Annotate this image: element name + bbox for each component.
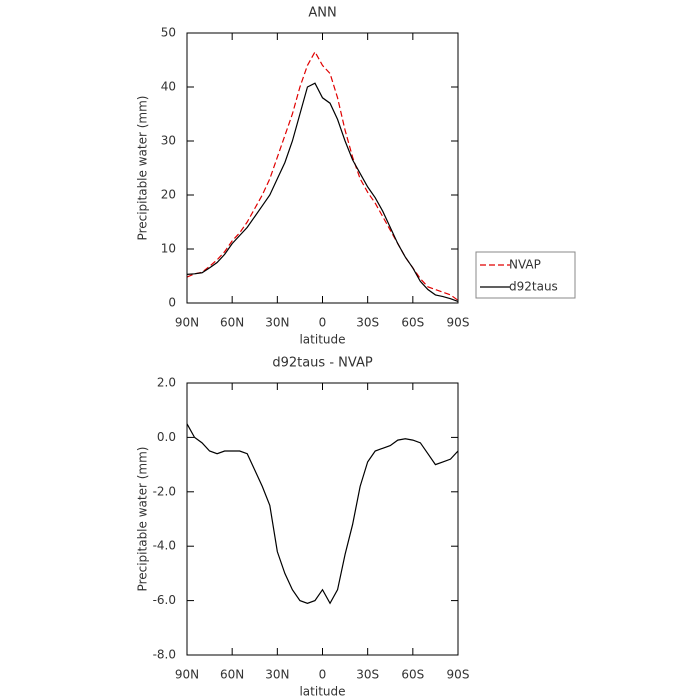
y-tick-label: -6.0: [153, 593, 176, 607]
x-tick-label: 60S: [401, 316, 424, 330]
plot-frame: [186, 382, 459, 656]
plot-frame: [186, 32, 459, 304]
y-tick-label: 0: [168, 296, 176, 310]
y-tick-label: -8.0: [153, 648, 176, 662]
x-tick-label: 60S: [401, 668, 424, 682]
data-line: [186, 82, 459, 302]
x-tick-label: 0: [319, 668, 327, 682]
x-tick-label: 30S: [356, 316, 379, 330]
data-line: [186, 50, 459, 301]
y-tick-label: 10: [161, 242, 176, 256]
x-tick-label: 90S: [447, 316, 470, 330]
x-axis-label: latitude: [299, 333, 345, 347]
y-tick-label: -2.0: [153, 484, 176, 498]
y-tick-label: 30: [161, 134, 176, 148]
y-tick-label: -4.0: [153, 539, 176, 553]
data-line: [186, 423, 459, 605]
x-tick-label: 90S: [447, 668, 470, 682]
chart-title: ANN: [308, 6, 336, 21]
y-axis-label: Precipitable water (mm): [136, 96, 150, 241]
x-tick-label: 90N: [175, 316, 199, 330]
legend-box: [475, 251, 576, 299]
x-tick-label: 0: [319, 316, 327, 330]
x-tick-label: 60N: [220, 668, 244, 682]
x-tick-label: 60N: [220, 316, 244, 330]
y-tick-label: 2.0: [157, 376, 176, 390]
y-tick-label: 20: [161, 188, 176, 202]
legend-label: d92taus: [509, 280, 558, 294]
y-tick-label: 50: [161, 26, 176, 40]
y-tick-label: 40: [161, 80, 176, 94]
y-tick-label: 0.0: [157, 430, 176, 444]
x-tick-label: 30N: [265, 316, 289, 330]
legend-label: NVAP: [509, 258, 541, 272]
x-axis-label: latitude: [299, 685, 345, 699]
x-tick-label: 30N: [265, 668, 289, 682]
y-axis-label: Precipitable water (mm): [136, 447, 150, 592]
x-tick-label: 30S: [356, 668, 379, 682]
chart-title: d92taus - NVAP: [272, 356, 373, 371]
x-tick-label: 90N: [175, 668, 199, 682]
